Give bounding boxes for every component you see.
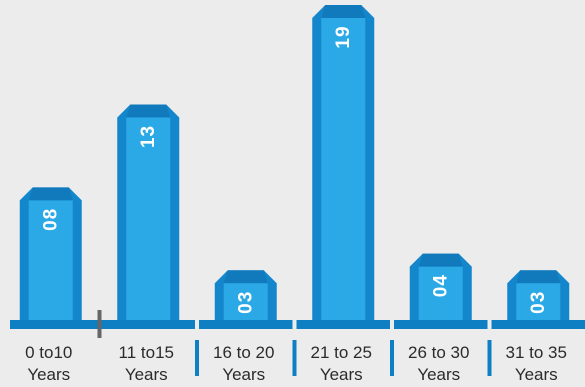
separator-4 [390,340,394,376]
category-label-0: 0 to10 Years [25,343,72,384]
value-label-4: 04 [430,274,451,297]
separator-2 [195,340,199,376]
value-label-1: 13 [138,125,159,148]
separator-5 [487,340,492,376]
baseline-gap-4 [390,320,394,329]
bar-2 [214,270,277,320]
bar-0 [19,187,82,320]
baseline-gap-3 [292,320,297,329]
bar-5 [507,270,570,320]
category-label-2: 16 to 20 Years [213,343,274,384]
baseline [10,320,585,329]
value-label-2: 03 [235,291,256,314]
separator-3 [292,340,297,376]
category-labels-group: 0 to10 Years 11 to15 Years 16 to 20 Years 21 t… [25,343,567,384]
bar-1 [117,104,180,320]
category-label-5: 31 to 35 Years [506,343,567,384]
category-label-3: 21 to 25 Years [311,343,372,384]
category-label-4: 26 to 30 Years [408,343,469,384]
bar-3 [312,5,375,320]
baseline-gap-2 [195,320,199,329]
baseline-gap-5 [487,320,492,329]
bars-group [19,5,570,320]
bar-4 [409,253,472,320]
separators-group [97,310,492,376]
value-label-5: 03 [528,291,549,314]
value-label-0: 08 [40,208,61,231]
value-labels-group: 08 13 03 19 04 03 [40,25,549,313]
value-label-3: 19 [333,25,354,48]
category-label-1: 11 to15 Years [119,343,174,384]
separator-1 [97,310,102,338]
